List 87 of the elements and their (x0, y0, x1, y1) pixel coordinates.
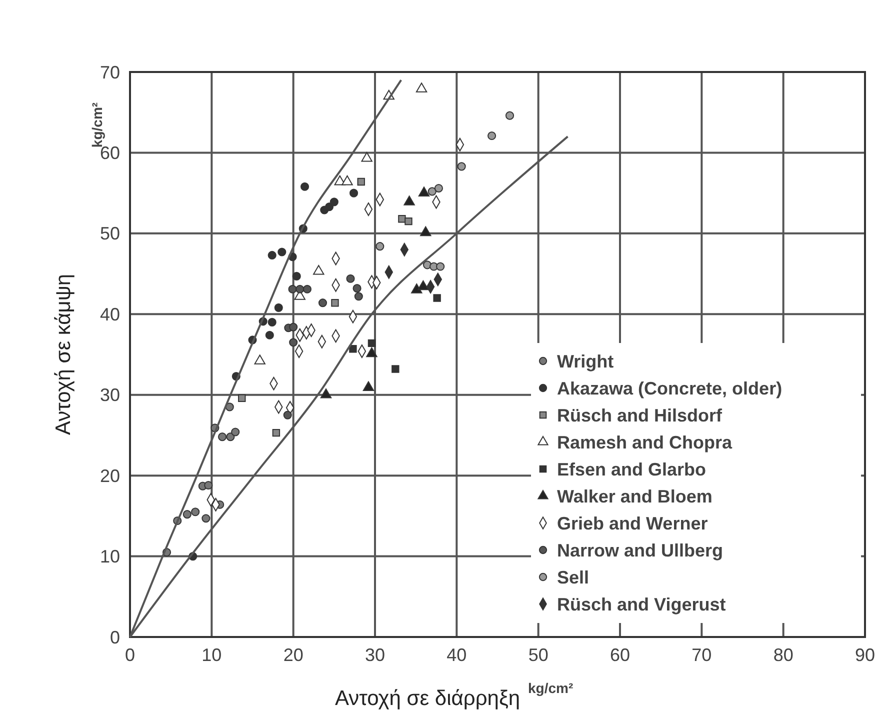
point (418, 280, 429, 290)
point (289, 322, 298, 332)
point (354, 292, 363, 301)
point (324, 202, 334, 212)
x-tick-label: 20 (283, 645, 304, 665)
x-tick-label: 0 (124, 645, 136, 665)
point (283, 410, 292, 420)
point (418, 186, 430, 197)
point (346, 274, 355, 283)
x-tick-label: 80 (773, 645, 794, 665)
point (434, 184, 443, 193)
point (288, 284, 297, 294)
legend-label: Efsen and Glarbo (557, 459, 706, 480)
point (416, 82, 428, 92)
point (272, 428, 280, 437)
point (433, 294, 441, 302)
text: kg/cm² (528, 680, 574, 696)
legend-label: Wright (557, 351, 614, 372)
point (313, 264, 324, 275)
point (265, 330, 274, 340)
point (349, 344, 357, 353)
point (226, 432, 235, 442)
point (357, 178, 365, 186)
y-tick-label: 30 (100, 385, 120, 406)
legend-label: Akazawa (Concrete, older) (557, 378, 782, 398)
point (330, 198, 338, 206)
point (505, 111, 514, 120)
legend-label: Grieb and Werner (557, 513, 708, 534)
point (436, 262, 445, 271)
point (392, 365, 400, 373)
point (488, 131, 496, 140)
legend-label: Narrow and Ullberg (557, 540, 724, 560)
point (342, 175, 353, 186)
legend-label: Sell (557, 567, 590, 588)
point (428, 187, 436, 196)
point (268, 250, 276, 260)
y-tick-label: 0 (110, 627, 120, 648)
x-tick-label: 40 (446, 645, 467, 665)
point (289, 338, 298, 347)
point (420, 226, 432, 236)
point (300, 182, 310, 191)
point (404, 196, 415, 206)
point (366, 347, 378, 358)
point (292, 272, 301, 280)
point (411, 284, 422, 294)
x-tick-label: 90 (854, 645, 876, 665)
x-tick-label: 60 (610, 645, 630, 665)
point (202, 514, 210, 523)
point (268, 318, 276, 326)
x-tick-label: 10 (202, 645, 222, 665)
y-axis-title: Αντοχή σε κάμψη (52, 274, 75, 436)
legend-label: Ramesh and Chopra (557, 432, 734, 452)
x-axis-title: Αντοχή σε διάρρηξη (334, 687, 520, 710)
legend-label: Rüsch and Hilsdorf (557, 405, 724, 426)
legend-label: Walker and Bloem (557, 486, 712, 506)
point (238, 394, 246, 402)
point (362, 381, 374, 392)
point (204, 480, 213, 490)
point (331, 298, 339, 307)
point (376, 242, 384, 251)
x-tick-label: 70 (692, 645, 712, 665)
x-tick-label: 50 (528, 645, 548, 665)
point (352, 284, 362, 293)
point (368, 339, 376, 348)
text: kg/cm² (89, 102, 105, 148)
point (231, 428, 240, 436)
point (254, 354, 266, 364)
point (361, 152, 372, 162)
y-tick-label: 10 (100, 546, 120, 567)
point (274, 303, 283, 312)
y-tick-label: 20 (100, 466, 120, 486)
y-tick-label: 40 (100, 304, 120, 324)
point (398, 215, 406, 223)
x-tick-label: 30 (364, 645, 386, 665)
point (404, 217, 412, 226)
point (296, 284, 304, 294)
point (457, 162, 466, 171)
point (182, 510, 192, 519)
y-tick-label: 70 (100, 62, 120, 82)
point (218, 432, 227, 442)
point (191, 508, 200, 516)
legend-label: Rüsch and Vigerust (557, 594, 726, 614)
point (349, 188, 358, 198)
point (302, 284, 312, 294)
y-tick-label: 50 (100, 224, 120, 244)
point (278, 248, 286, 256)
point (318, 298, 328, 308)
